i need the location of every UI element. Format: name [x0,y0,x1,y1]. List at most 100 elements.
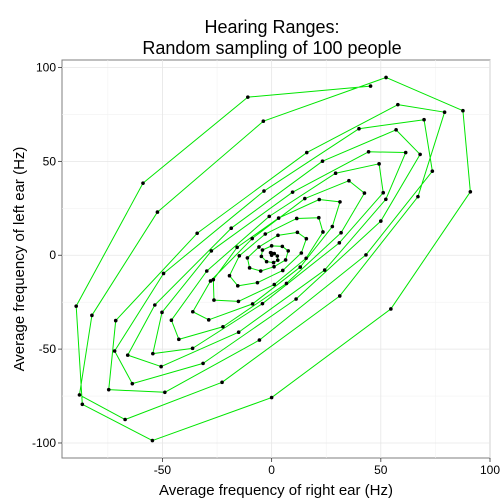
data-point [125,353,130,357]
data-point [204,269,209,273]
data-point [190,346,195,351]
data-point [212,298,216,302]
data-point [286,249,291,253]
x-tick-label: -50 [154,463,172,477]
data-point [294,216,299,221]
data-point [130,381,135,386]
data-point [227,273,232,278]
plot-area [61,59,491,459]
data-point [161,271,166,276]
data-point [191,309,195,314]
data-point [260,301,265,306]
data-point [317,197,322,202]
data-point [74,304,78,308]
data-point [250,236,254,241]
data-point [304,150,309,155]
data-point [294,297,298,301]
data-point [272,251,277,256]
data-point [257,338,262,342]
data-point [269,244,274,248]
data-point [295,230,300,235]
data-point [299,251,304,255]
data-point [330,224,335,229]
data-point [362,191,367,195]
data-point [396,102,400,107]
x-tick-label: 100 [480,463,500,477]
data-point [221,324,225,329]
data-point [271,260,276,265]
data-point [155,210,160,214]
data-point [416,194,420,199]
data-point [337,241,342,245]
data-point [368,84,373,88]
data-point [153,303,157,307]
spiral-line [75,76,471,442]
data-point [151,351,155,356]
x-axis-label: Average frequency of right ear (Hz) [159,482,393,499]
y-tick-label: 50 [43,154,57,168]
data-point [338,200,342,204]
data-point [276,233,280,238]
y-tick-label: 100 [36,61,56,75]
data-point [264,259,269,264]
data-point [322,268,327,272]
data-point [298,265,303,269]
data-point [236,330,241,335]
data-point [317,215,321,220]
data-point [261,119,266,123]
data-point [275,258,280,262]
data-point [389,307,393,311]
data-point [442,110,447,114]
data-point [169,318,174,323]
data-point [272,264,276,269]
data-point [337,294,342,298]
data-point [418,152,422,157]
data-point [304,256,308,261]
data-point [280,244,285,249]
data-point [255,280,260,285]
chart-title-line-2: Random sampling of 100 people [142,38,401,58]
data-point [272,282,277,287]
x-tick-label: 0 [268,463,275,477]
data-point [237,254,242,258]
data-point [262,189,266,193]
data-point [235,284,240,288]
data-point [208,279,213,283]
data-point [235,245,239,250]
data-point [267,214,272,219]
y-tick-label: 0 [49,248,56,262]
data-point [246,95,250,99]
data-point [269,395,274,400]
data-point [384,75,388,80]
y-tick-label: -100 [32,436,56,450]
data-point [141,181,145,185]
data-point [245,256,250,260]
data-point [461,108,465,113]
data-point [320,159,325,163]
data-point [290,190,295,194]
data-point [80,402,85,407]
data-point [250,302,255,306]
data-point [379,219,383,223]
data-point [195,231,199,236]
data-point [257,245,261,249]
data-point [201,361,205,366]
data-point [303,196,307,201]
data-point [430,169,435,173]
data-point [333,171,338,175]
data-point [321,230,325,234]
data-point [275,254,280,258]
data-point [247,266,252,270]
data-point [339,230,343,235]
data-point [357,126,361,131]
data-point [364,253,368,257]
data-point [468,189,473,194]
grid-lines [62,60,491,458]
data-point [394,128,398,132]
data-point [150,438,155,443]
data-point [163,390,167,395]
data-point [259,254,264,259]
data-point [258,269,263,273]
data-point [366,150,371,154]
